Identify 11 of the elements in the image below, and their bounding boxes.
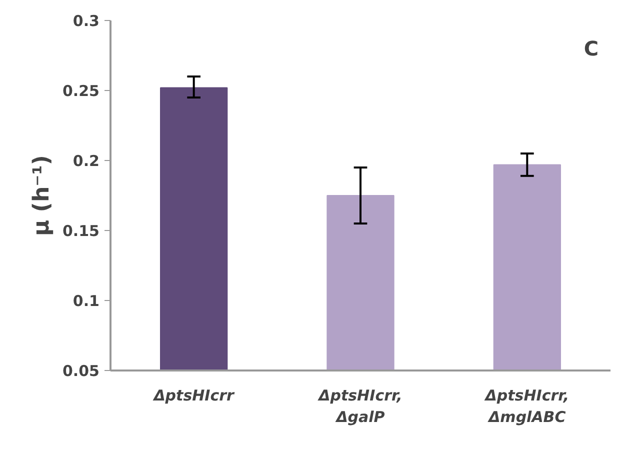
y-tick-label: 0.2 bbox=[72, 152, 100, 170]
y-tick-label: 0.3 bbox=[72, 12, 100, 30]
y-axis-title: μ (h⁻¹) bbox=[29, 155, 54, 236]
annotation: C bbox=[584, 36, 599, 60]
x-tick-label: ΔptsHIcrr, ΔgalP bbox=[318, 386, 402, 426]
y-tick-label: 0.15 bbox=[62, 222, 100, 240]
x-tick-label: ΔptsHIcrr, ΔmglABC bbox=[484, 386, 570, 426]
x-tick-label: ΔptsHIcrr bbox=[152, 386, 236, 404]
y-tick-label: 0.05 bbox=[62, 362, 100, 380]
y-tick-label: 0.1 bbox=[72, 292, 100, 310]
y-tick-label: 0.25 bbox=[62, 82, 100, 100]
